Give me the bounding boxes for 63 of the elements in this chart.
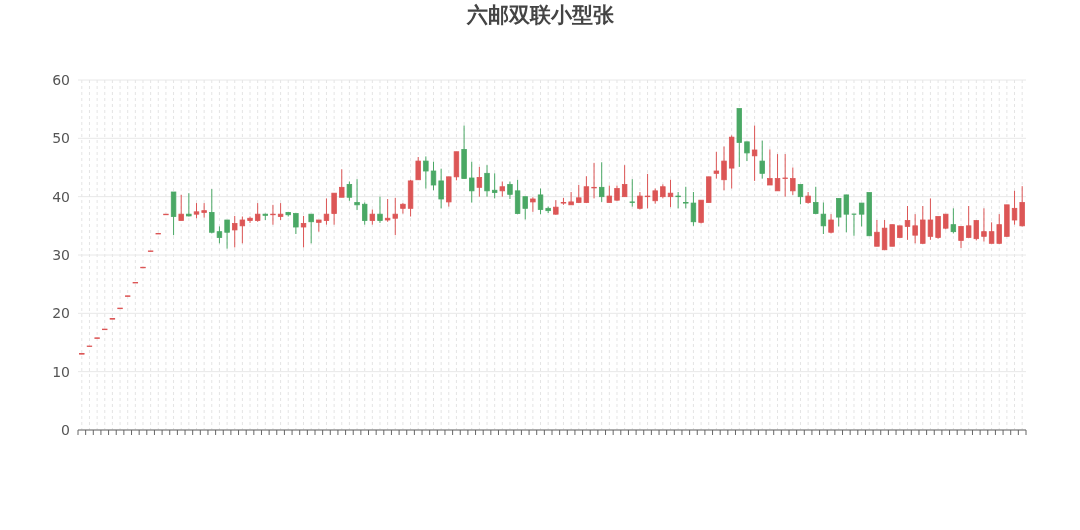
candlestick	[782, 153, 788, 198]
candlestick	[201, 202, 207, 219]
candlestick	[247, 216, 253, 224]
candlestick	[904, 205, 911, 241]
candlestick	[537, 188, 544, 215]
y-tick-label: 10	[52, 363, 70, 380]
candlestick	[423, 155, 429, 189]
candlestick	[339, 168, 345, 198]
candlestick	[300, 215, 307, 248]
candlestick	[759, 140, 765, 180]
candlestick	[629, 178, 635, 208]
candlestick	[430, 161, 437, 191]
candlestick	[186, 192, 192, 217]
candlestick	[224, 219, 230, 250]
candlestick	[1011, 190, 1018, 226]
candlestick	[476, 166, 483, 198]
candlestick	[331, 192, 337, 226]
candlestick	[790, 167, 796, 196]
candlestick	[254, 202, 261, 223]
candlestick	[484, 164, 490, 198]
candlestick	[362, 202, 368, 226]
y-tick-label: 0	[61, 421, 70, 438]
candlestick	[568, 191, 574, 206]
candlestick	[438, 168, 444, 209]
candlestick	[346, 181, 353, 202]
candlestick	[935, 216, 941, 240]
candlestick	[813, 186, 819, 215]
y-tick-label: 40	[52, 188, 70, 205]
candlestick	[415, 156, 421, 181]
candlestick	[530, 196, 536, 213]
y-tick-label: 20	[52, 305, 70, 322]
candlestick	[599, 161, 605, 203]
candlestick	[981, 207, 987, 243]
y-tick-label: 60	[52, 71, 70, 88]
candlestick	[469, 161, 475, 203]
candlestick	[797, 183, 804, 205]
candlestick	[698, 199, 704, 224]
candlestick	[721, 146, 727, 191]
y-tick-label: 30	[52, 246, 70, 263]
candlestick	[751, 125, 758, 182]
candlestick	[958, 225, 964, 249]
y-tick-label: 50	[52, 130, 70, 147]
candlestick	[293, 213, 299, 235]
candlestick	[1019, 185, 1025, 227]
candlestick	[713, 151, 720, 180]
candlestick	[591, 162, 597, 199]
candlestick	[950, 207, 957, 234]
candlestick	[400, 202, 406, 215]
candlestick	[767, 148, 773, 186]
candlestick	[178, 194, 184, 222]
candlestick	[675, 191, 681, 209]
candlestick	[354, 178, 360, 211]
chart-title: 六邮双联小型张	[465, 3, 615, 27]
candlestick	[774, 153, 781, 192]
candlestick	[820, 202, 827, 235]
candlestick	[621, 164, 628, 198]
candlestick	[912, 213, 918, 244]
candlestick	[323, 197, 330, 226]
candlestick	[744, 141, 750, 162]
candlestick	[308, 213, 314, 244]
candlestick	[491, 172, 498, 199]
candlestick	[377, 196, 383, 224]
candlestick	[874, 219, 880, 247]
